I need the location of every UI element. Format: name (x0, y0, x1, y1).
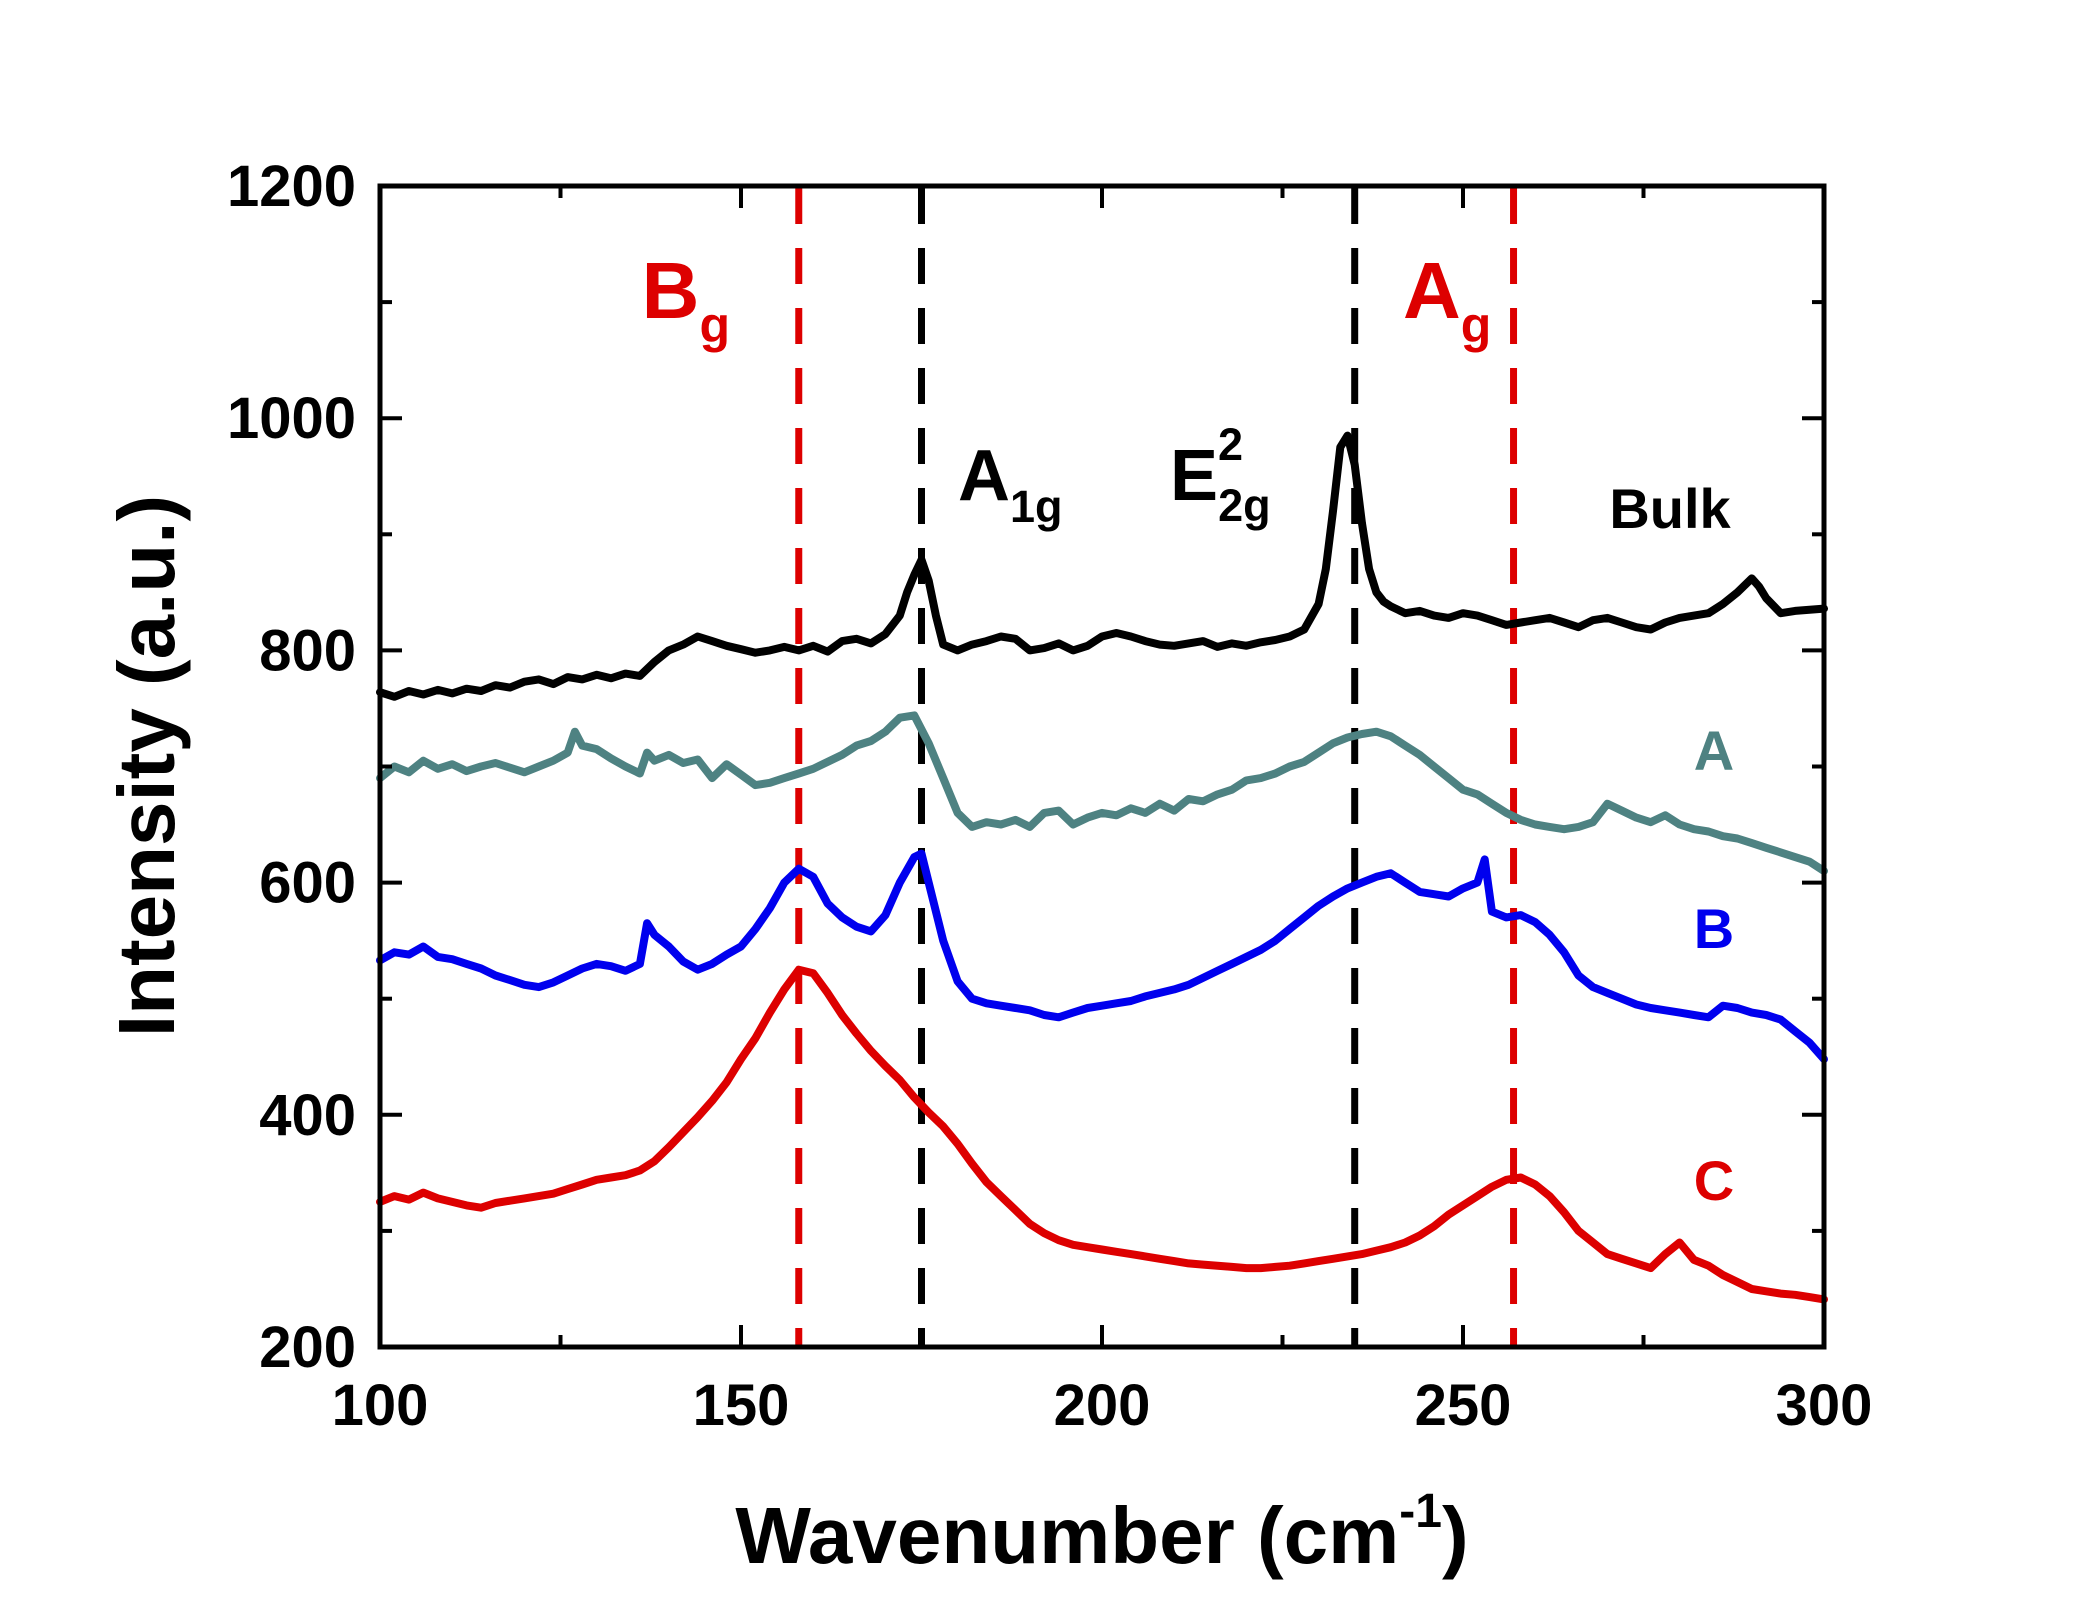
y-tick-label: 1000 (227, 386, 356, 451)
series-label-c: C (1694, 1149, 1734, 1212)
y-axis-title: Intensity (a.u.) (102, 495, 191, 1037)
reference-label-sub: g (699, 297, 730, 353)
y-tick-label: 600 (259, 851, 356, 916)
x-tick-label: 250 (1415, 1373, 1512, 1438)
reference-label-2: E2 2g (1170, 419, 1271, 531)
y-axis: 200 400 600 800 1000 1200 (227, 154, 1824, 1380)
plot-frame (377, 183, 1827, 1350)
reference-label-sub: 2g (1218, 480, 1271, 531)
x-axis: 100 150 200 250 300 (332, 186, 1873, 1438)
x-tick-label: 200 (1054, 1373, 1151, 1438)
reference-label-sub: 1g (1010, 481, 1063, 532)
reference-label-0: Bg (642, 246, 730, 353)
reference-label-1: A1g (958, 436, 1063, 532)
y-tick-label: 800 (259, 618, 356, 683)
series-line-a (376, 711, 1828, 875)
x-axis-title-close: ) (1442, 1491, 1469, 1580)
x-tick-label: 100 (332, 1373, 429, 1438)
reference-lines (795, 188, 1518, 1345)
series-label-bulk: Bulk (1609, 477, 1731, 540)
y-tick-label: 1200 (227, 154, 356, 219)
series-label-b: B (1694, 897, 1734, 960)
x-axis-title-main: Wavenumber (cm (735, 1491, 1399, 1580)
y-tick-label: 400 (259, 1083, 356, 1148)
x-axis-title-sup: -1 (1399, 1485, 1442, 1538)
reference-label-3: Ag (1403, 246, 1491, 353)
reference-label-main: A (958, 436, 1010, 516)
y-tick-label: 200 (259, 1315, 356, 1380)
reference-label-sup: 2 (1218, 419, 1243, 470)
reference-label-main: B (642, 246, 700, 335)
reference-label-main: E (1170, 436, 1218, 516)
series-line-c (376, 965, 1828, 1304)
x-tick-label: 300 (1776, 1373, 1873, 1438)
reference-label-main: A (1403, 246, 1461, 335)
x-tick-label: 150 (693, 1373, 790, 1438)
series-label-a: A (1694, 719, 1734, 782)
series-group (376, 431, 1828, 1304)
reference-label-sub: g (1461, 297, 1492, 353)
series-labels: Bulk A B C (1609, 477, 1734, 1212)
x-axis-title: Wavenumber (cm-1) (735, 1485, 1468, 1580)
series-line-bulk (376, 431, 1828, 701)
series-line-b (376, 849, 1828, 1064)
